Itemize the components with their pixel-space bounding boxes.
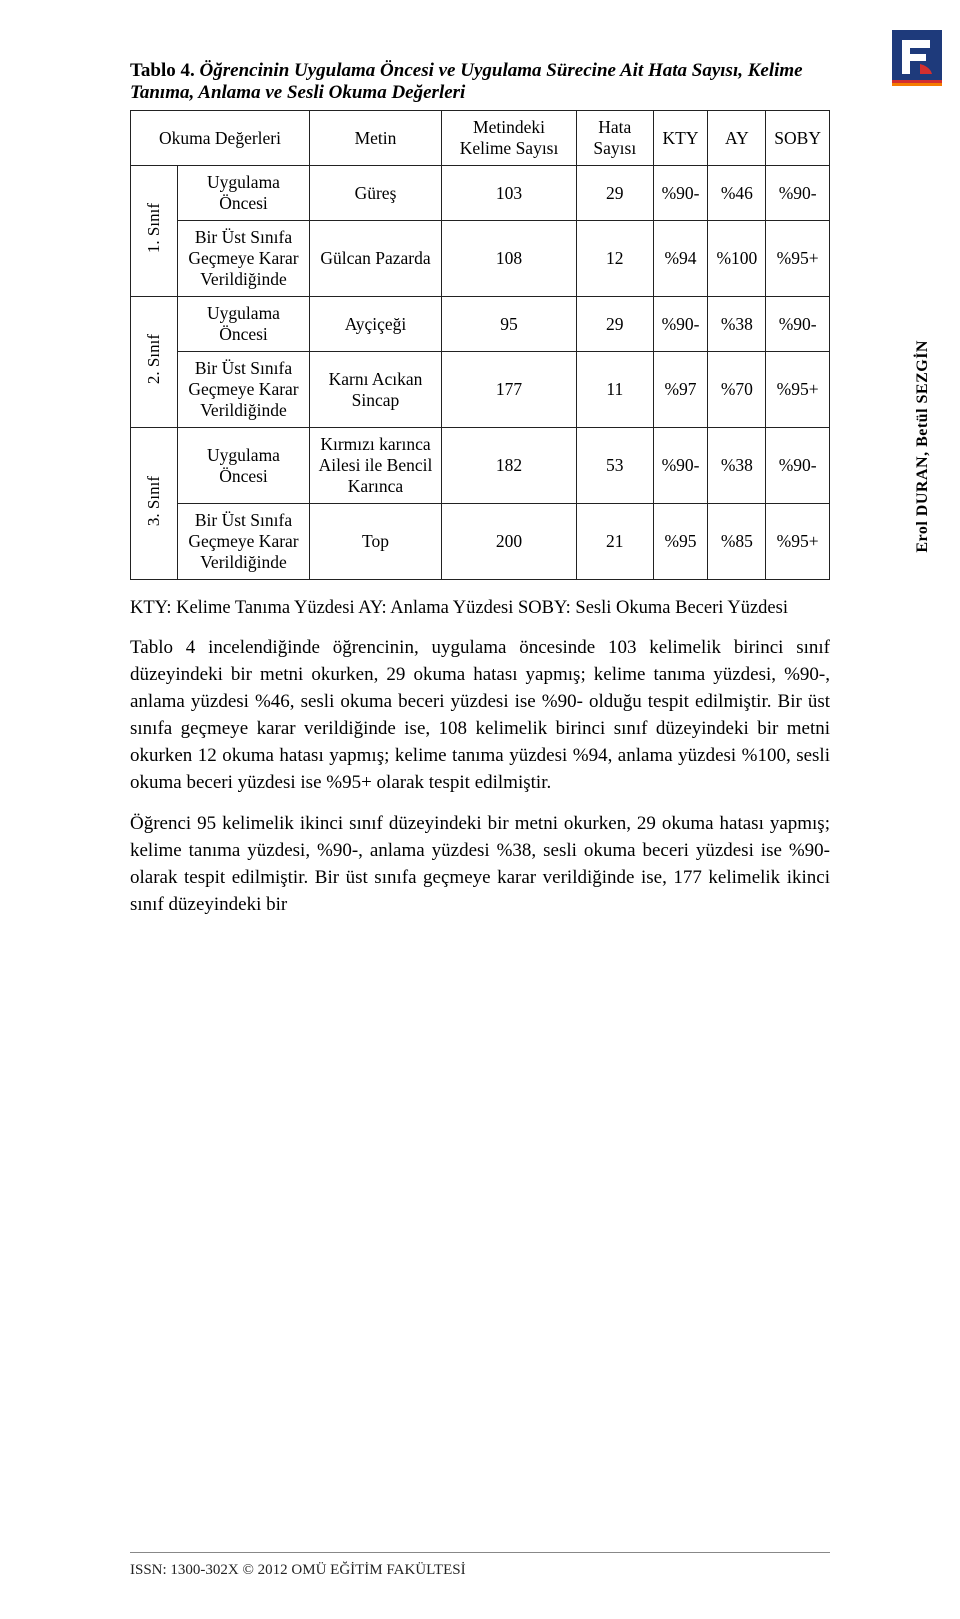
- table-row: Bir Üst Sınıfa Geçmeye Karar Verildiğind…: [131, 504, 830, 580]
- th-ay: AY: [708, 111, 766, 166]
- footer-rule: [130, 1552, 830, 1553]
- grade-header: 2. Sınıf: [131, 297, 178, 428]
- cell-text: Karnı Acıkan Sincap: [310, 352, 442, 428]
- table-caption-text: Öğrencinin Uygulama Öncesi ve Uygulama S…: [130, 60, 803, 103]
- table-legend: KTY: Kelime Tanıma Yüzdesi AY: Anlama Yü…: [130, 596, 830, 621]
- cell-ay: %70: [708, 352, 766, 428]
- paragraph-2: Öğrenci 95 kelimelik ikinci sınıf düzeyi…: [130, 811, 830, 919]
- th-soby: SOBY: [766, 111, 830, 166]
- cell-words: 182: [442, 428, 577, 504]
- cell-kty: %94: [653, 221, 708, 297]
- cell-desc: Bir Üst Sınıfa Geçmeye Karar Verildiğind…: [178, 352, 310, 428]
- cell-soby: %95+: [766, 221, 830, 297]
- cell-kty: %90-: [653, 428, 708, 504]
- table-caption: Tablo 4. Öğrencinin Uygulama Öncesi ve U…: [130, 60, 830, 104]
- cell-words: 95: [442, 297, 577, 352]
- cell-kty: %90-: [653, 166, 708, 221]
- cell-ay: %46: [708, 166, 766, 221]
- cell-words: 200: [442, 504, 577, 580]
- table-row: 2. SınıfUygulama ÖncesiAyçiçeği9529%90-%…: [131, 297, 830, 352]
- th-kty: KTY: [653, 111, 708, 166]
- cell-errors: 29: [577, 166, 654, 221]
- page: Erol DURAN, Betül SEZGİN Tablo 4. Öğrenc…: [0, 0, 960, 1619]
- th-metin: Metin: [310, 111, 442, 166]
- cell-errors: 53: [577, 428, 654, 504]
- cell-text: Kırmızı karınca Ailesi ile Bencil Karınc…: [310, 428, 442, 504]
- cell-ay: %100: [708, 221, 766, 297]
- cell-words: 108: [442, 221, 577, 297]
- cell-text: Güreş: [310, 166, 442, 221]
- cell-errors: 29: [577, 297, 654, 352]
- cell-ay: %38: [708, 297, 766, 352]
- grade-label: 2. Sınıf: [140, 326, 168, 392]
- cell-soby: %90-: [766, 166, 830, 221]
- cell-desc: Uygulama Öncesi: [178, 166, 310, 221]
- grade-header: 3. Sınıf: [131, 428, 178, 580]
- cell-words: 177: [442, 352, 577, 428]
- brand-logo: [892, 30, 942, 90]
- cell-kty: %90-: [653, 297, 708, 352]
- data-table: Okuma Değerleri Metin Metindeki Kelime S…: [130, 110, 830, 580]
- table-header-row: Okuma Değerleri Metin Metindeki Kelime S…: [131, 111, 830, 166]
- cell-soby: %90-: [766, 428, 830, 504]
- cell-desc: Bir Üst Sınıfa Geçmeye Karar Verildiğind…: [178, 221, 310, 297]
- table-row: Bir Üst Sınıfa Geçmeye Karar Verildiğind…: [131, 352, 830, 428]
- th-okuma: Okuma Değerleri: [131, 111, 310, 166]
- cell-soby: %95+: [766, 504, 830, 580]
- cell-text: Gülcan Pazarda: [310, 221, 442, 297]
- th-kelime-sayisi: Metindeki Kelime Sayısı: [442, 111, 577, 166]
- grade-label: 1. Sınıf: [140, 195, 168, 261]
- grade-header: 1. Sınıf: [131, 166, 178, 297]
- cell-soby: %95+: [766, 352, 830, 428]
- cell-ay: %85: [708, 504, 766, 580]
- cell-text: Ayçiçeği: [310, 297, 442, 352]
- th-hata: Hata Sayısı: [577, 111, 654, 166]
- cell-kty: %97: [653, 352, 708, 428]
- side-author-label: Erol DURAN, Betül SEZGİN: [914, 340, 932, 553]
- paragraph-1: Tablo 4 incelendiğinde öğrencinin, uygul…: [130, 635, 830, 797]
- footer-text: ISSN: 1300-302X © 2012 OMÜ EĞİTİM FAKÜLT…: [130, 1562, 466, 1579]
- grade-label: 3. Sınıf: [140, 468, 168, 534]
- cell-errors: 11: [577, 352, 654, 428]
- cell-words: 103: [442, 166, 577, 221]
- table-row: 1. SınıfUygulama ÖncesiGüreş10329%90-%46…: [131, 166, 830, 221]
- cell-desc: Uygulama Öncesi: [178, 297, 310, 352]
- cell-kty: %95: [653, 504, 708, 580]
- cell-desc: Uygulama Öncesi: [178, 428, 310, 504]
- brand-logo-svg: [892, 30, 942, 90]
- cell-errors: 12: [577, 221, 654, 297]
- cell-text: Top: [310, 504, 442, 580]
- cell-errors: 21: [577, 504, 654, 580]
- cell-ay: %38: [708, 428, 766, 504]
- cell-soby: %90-: [766, 297, 830, 352]
- table-row: 3. SınıfUygulama ÖncesiKırmızı karınca A…: [131, 428, 830, 504]
- table-row: Bir Üst Sınıfa Geçmeye Karar Verildiğind…: [131, 221, 830, 297]
- cell-desc: Bir Üst Sınıfa Geçmeye Karar Verildiğind…: [178, 504, 310, 580]
- table-caption-label: Tablo 4.: [130, 60, 195, 81]
